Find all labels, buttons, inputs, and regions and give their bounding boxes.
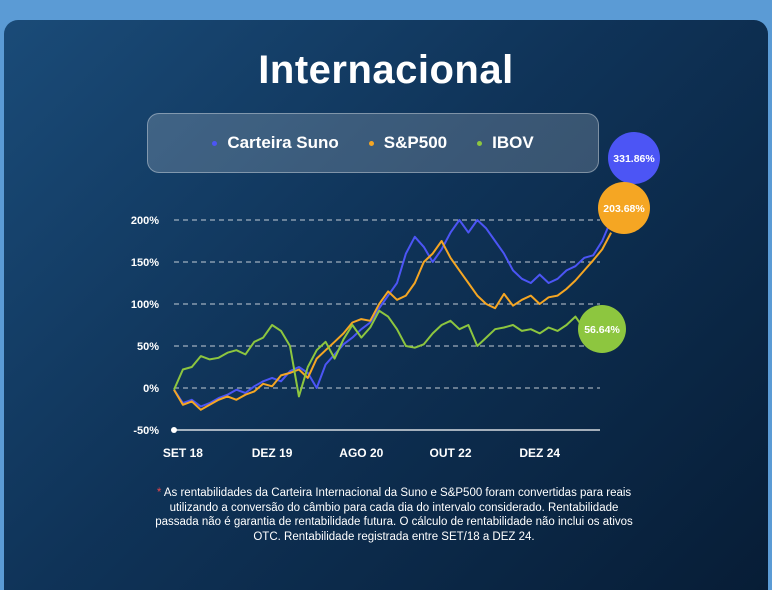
page-title: Internacional: [258, 48, 514, 92]
chart-card: Internacional Carteira Suno S&P500 IBOV …: [4, 20, 768, 590]
x-tick-label: OUT 22: [430, 446, 472, 460]
y-tick-label: 50%: [137, 341, 159, 353]
legend: Carteira Suno S&P500 IBOV: [147, 113, 599, 173]
legend-dot-icon: [477, 140, 483, 146]
y-tick-label: -50%: [133, 425, 159, 437]
x-tick-label: AGO 20: [339, 446, 383, 460]
end-value-label: 203.68%: [603, 203, 645, 215]
legend-label: IBOV: [492, 133, 534, 152]
footnote: * As rentabilidades da Carteira Internac…: [154, 486, 634, 544]
end-value-label: 56.64%: [584, 324, 620, 336]
y-tick-label: 0%: [143, 383, 159, 395]
legend-dot-icon: [212, 140, 218, 146]
legend-item-sp500: S&P500: [368, 133, 448, 153]
legend-dot-icon: [368, 140, 374, 146]
end-value-bubble: [578, 305, 626, 353]
x-tick-label: SET 18: [163, 446, 203, 460]
y-tick-label: 150%: [131, 257, 159, 269]
series-line-sp500: [173, 232, 612, 411]
series-line-carteira: [173, 219, 613, 408]
legend-item-ibov: IBOV: [477, 133, 534, 153]
footnote-marker: *: [156, 487, 162, 499]
end-value-bubble: [598, 182, 650, 234]
x-tick-label: DEZ 19: [252, 446, 293, 460]
x-axis-origin-dot: [171, 427, 177, 433]
footnote-text: As rentabilidades da Carteira Internacio…: [155, 487, 633, 543]
y-tick-label: 200%: [131, 215, 159, 227]
legend-label: S&P500: [383, 133, 448, 152]
series-line-ibov: [173, 309, 612, 398]
legend-item-carteira: Carteira Suno: [212, 133, 339, 153]
line-chart: 200% 150% 100% 50% 0% -50% SET 18 DEZ 19 AGO 20 O…: [131, 132, 660, 460]
end-value-bubble: [608, 132, 660, 184]
y-tick-label: 100%: [131, 299, 159, 311]
legend-label: Carteira Suno: [227, 133, 339, 152]
end-value-label: 331.86%: [613, 153, 655, 165]
x-tick-label: DEZ 24: [519, 446, 560, 460]
